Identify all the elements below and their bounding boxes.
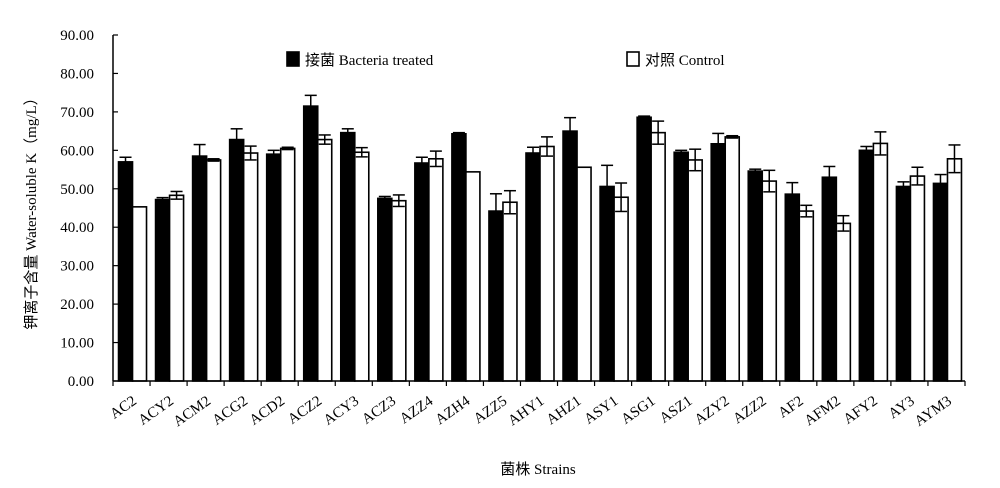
x-axis: AC2ACY2ACM2ACG2ACD2ACZ2ACY3ACZ3AZZ4AZH4A… (107, 380, 966, 430)
x-tick-label: ACZ3 (359, 393, 399, 428)
x-tick-label: AZY2 (692, 393, 733, 428)
bar-bacteria-treated (599, 185, 615, 382)
x-tick-label: AZH4 (433, 393, 474, 428)
bar-control (205, 159, 222, 382)
y-tick-label: 60.00 (60, 143, 94, 159)
bar-bacteria-treated (932, 182, 949, 382)
bar-bacteria-treated (525, 152, 541, 382)
bar-control (613, 196, 629, 382)
x-tick-label: ACD2 (247, 393, 288, 429)
y-tick-label: 50.00 (60, 182, 94, 198)
bar-control (465, 171, 481, 382)
x-tick-label: ACZ2 (285, 393, 325, 428)
bar-bacteria-treated (821, 176, 838, 382)
bar-control (131, 206, 148, 382)
x-tick-label: ACY3 (321, 393, 362, 429)
bar-bacteria-treated (339, 131, 356, 382)
bar-control (909, 175, 926, 382)
bar-control (391, 199, 407, 382)
bar-control (316, 138, 333, 382)
bar-bacteria-treated (265, 153, 282, 382)
bar-bacteria-treated (858, 149, 875, 382)
bar-bacteria-treated (414, 162, 430, 382)
bar-control (539, 145, 555, 382)
bar-bacteria-treated (191, 155, 208, 382)
y-tick-label: 30.00 (60, 259, 94, 275)
x-tick-label: ACY2 (136, 393, 177, 429)
bar-bacteria-treated (895, 185, 912, 382)
x-axis-title: 菌株 Strains (500, 461, 576, 478)
bar-control (650, 131, 666, 382)
bar-bacteria-treated (747, 170, 764, 382)
bar-control (761, 180, 778, 382)
legend-swatch (626, 51, 640, 67)
bar-control (168, 194, 185, 382)
x-tick-label: AYM3 (912, 393, 955, 430)
x-tick-label: ASZ1 (657, 393, 696, 427)
bar-control (502, 201, 518, 382)
plot-area (117, 94, 963, 382)
bar-bacteria-treated (228, 138, 245, 382)
bar-control (576, 166, 592, 382)
x-tick-label: AFM2 (802, 393, 844, 429)
y-tick-label: 80.00 (60, 66, 94, 82)
x-tick-label: AZZ4 (397, 393, 437, 427)
x-tick-label: AC2 (107, 393, 139, 422)
y-axis: 0.00 10.00 20.00 30.00 40.00 50.00 60.00 70.00 8… (60, 28, 118, 390)
x-tick-label: AHY1 (505, 393, 547, 429)
bar-control (687, 159, 703, 382)
x-tick-label: ACM2 (171, 393, 214, 430)
x-tick-label: ASY1 (581, 393, 621, 428)
bar-control (798, 210, 815, 382)
y-tick-label: 70.00 (60, 105, 94, 121)
bar-bacteria-treated (488, 210, 504, 382)
bar-control (279, 147, 296, 382)
y-tick-label: 0.00 (68, 374, 94, 390)
bar-control (872, 142, 889, 382)
x-tick-label: AZZ2 (730, 393, 769, 427)
x-tick-label: AZZ5 (471, 393, 510, 427)
bar-bacteria-treated (784, 193, 801, 382)
y-tick-label: 90.00 (60, 28, 94, 44)
bar-control (242, 152, 259, 382)
legend-label: 对照 Control (645, 52, 725, 69)
bar-bacteria-treated (302, 105, 319, 382)
y-tick-label: 10.00 (60, 336, 94, 352)
bar-bacteria-treated (710, 142, 727, 382)
legend-label: 接菌 Bacteria treated (305, 52, 434, 69)
bar-control (428, 157, 444, 382)
bar-bacteria-treated (673, 151, 689, 382)
x-tick-label: ACG2 (210, 393, 251, 429)
bar-bacteria-treated (154, 198, 171, 382)
bar-bacteria-treated (451, 133, 467, 382)
y-axis-title: 钾离子含量 Water-soluble K（mg/L） (23, 90, 40, 329)
bar-control (353, 151, 370, 382)
x-tick-label: ASG1 (619, 393, 659, 428)
bar-control (946, 157, 963, 382)
legend: 接菌 Bacteria treated 对照 Control (286, 51, 725, 69)
y-tick-label: 20.00 (60, 297, 94, 313)
bar-control (835, 222, 852, 382)
bar-bacteria-treated (117, 161, 134, 382)
legend-swatch (286, 51, 300, 67)
y-tick-label: 40.00 (60, 220, 94, 236)
bar-bacteria-treated (636, 116, 652, 382)
bar-bacteria-treated (377, 197, 393, 382)
x-tick-label: AFY2 (841, 393, 881, 428)
x-tick-label: AHZ1 (544, 393, 585, 428)
bar-bacteria-treated (562, 130, 578, 382)
bar-control (724, 136, 741, 382)
